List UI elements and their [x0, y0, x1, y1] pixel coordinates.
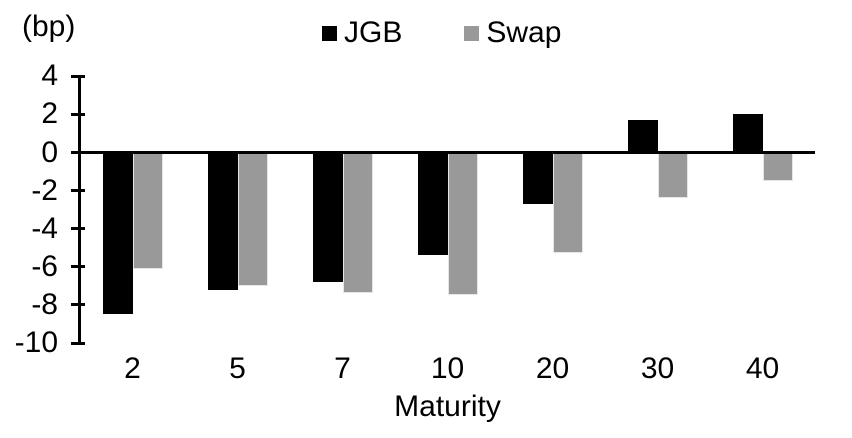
bar-jgb-40 [732, 114, 763, 153]
legend-label-jgb: JGB [344, 16, 403, 49]
bar-jgb-2 [102, 152, 133, 315]
y-tick-label: -4 [31, 211, 58, 245]
bar-swap-40 [762, 152, 793, 182]
y-axis-unit-label: (bp) [22, 10, 76, 43]
y-tick-label: 2 [41, 97, 58, 131]
bar-jgb-20 [522, 152, 553, 204]
y-tick-label: 0 [41, 135, 58, 169]
x-tick-label-40: 40 [745, 352, 780, 385]
y-tick-label: 4 [41, 59, 58, 93]
bar-swap-5 [237, 152, 268, 286]
y-axis-line [78, 74, 81, 345]
jgb-swatch-icon [322, 25, 337, 41]
x-tick-label-20: 20 [535, 352, 570, 385]
x-axis-title: Maturity [394, 390, 501, 423]
legend: JGB Swap [322, 16, 561, 50]
y-tick-label: -10 [14, 326, 58, 359]
bar-jgb-5 [207, 152, 238, 290]
legend-item-swap: Swap [464, 16, 561, 50]
swap-swatch-icon [464, 25, 480, 41]
bar-swap-10 [447, 152, 478, 296]
y-tick-label: -8 [31, 287, 58, 321]
bar-swap-20 [552, 152, 583, 254]
x-tick-label-5: 5 [229, 352, 246, 385]
x-tick-label-10: 10 [430, 352, 465, 385]
y-tick-label: -2 [31, 173, 58, 207]
bar-jgb-30 [627, 120, 658, 153]
bar-swap-30 [657, 152, 688, 199]
zero-baseline [80, 151, 815, 154]
legend-label-swap: Swap [486, 16, 562, 49]
legend-item-jgb: JGB [322, 16, 402, 50]
x-tick-label-30: 30 [640, 352, 675, 385]
bar-jgb-10 [417, 152, 448, 256]
bar-swap-2 [132, 152, 163, 269]
y-tick-label: -6 [31, 249, 58, 283]
x-tick-label-2: 2 [124, 352, 141, 385]
bar-jgb-7 [312, 152, 343, 283]
bar-swap-7 [342, 152, 373, 294]
x-tick-label-7: 7 [334, 352, 351, 385]
